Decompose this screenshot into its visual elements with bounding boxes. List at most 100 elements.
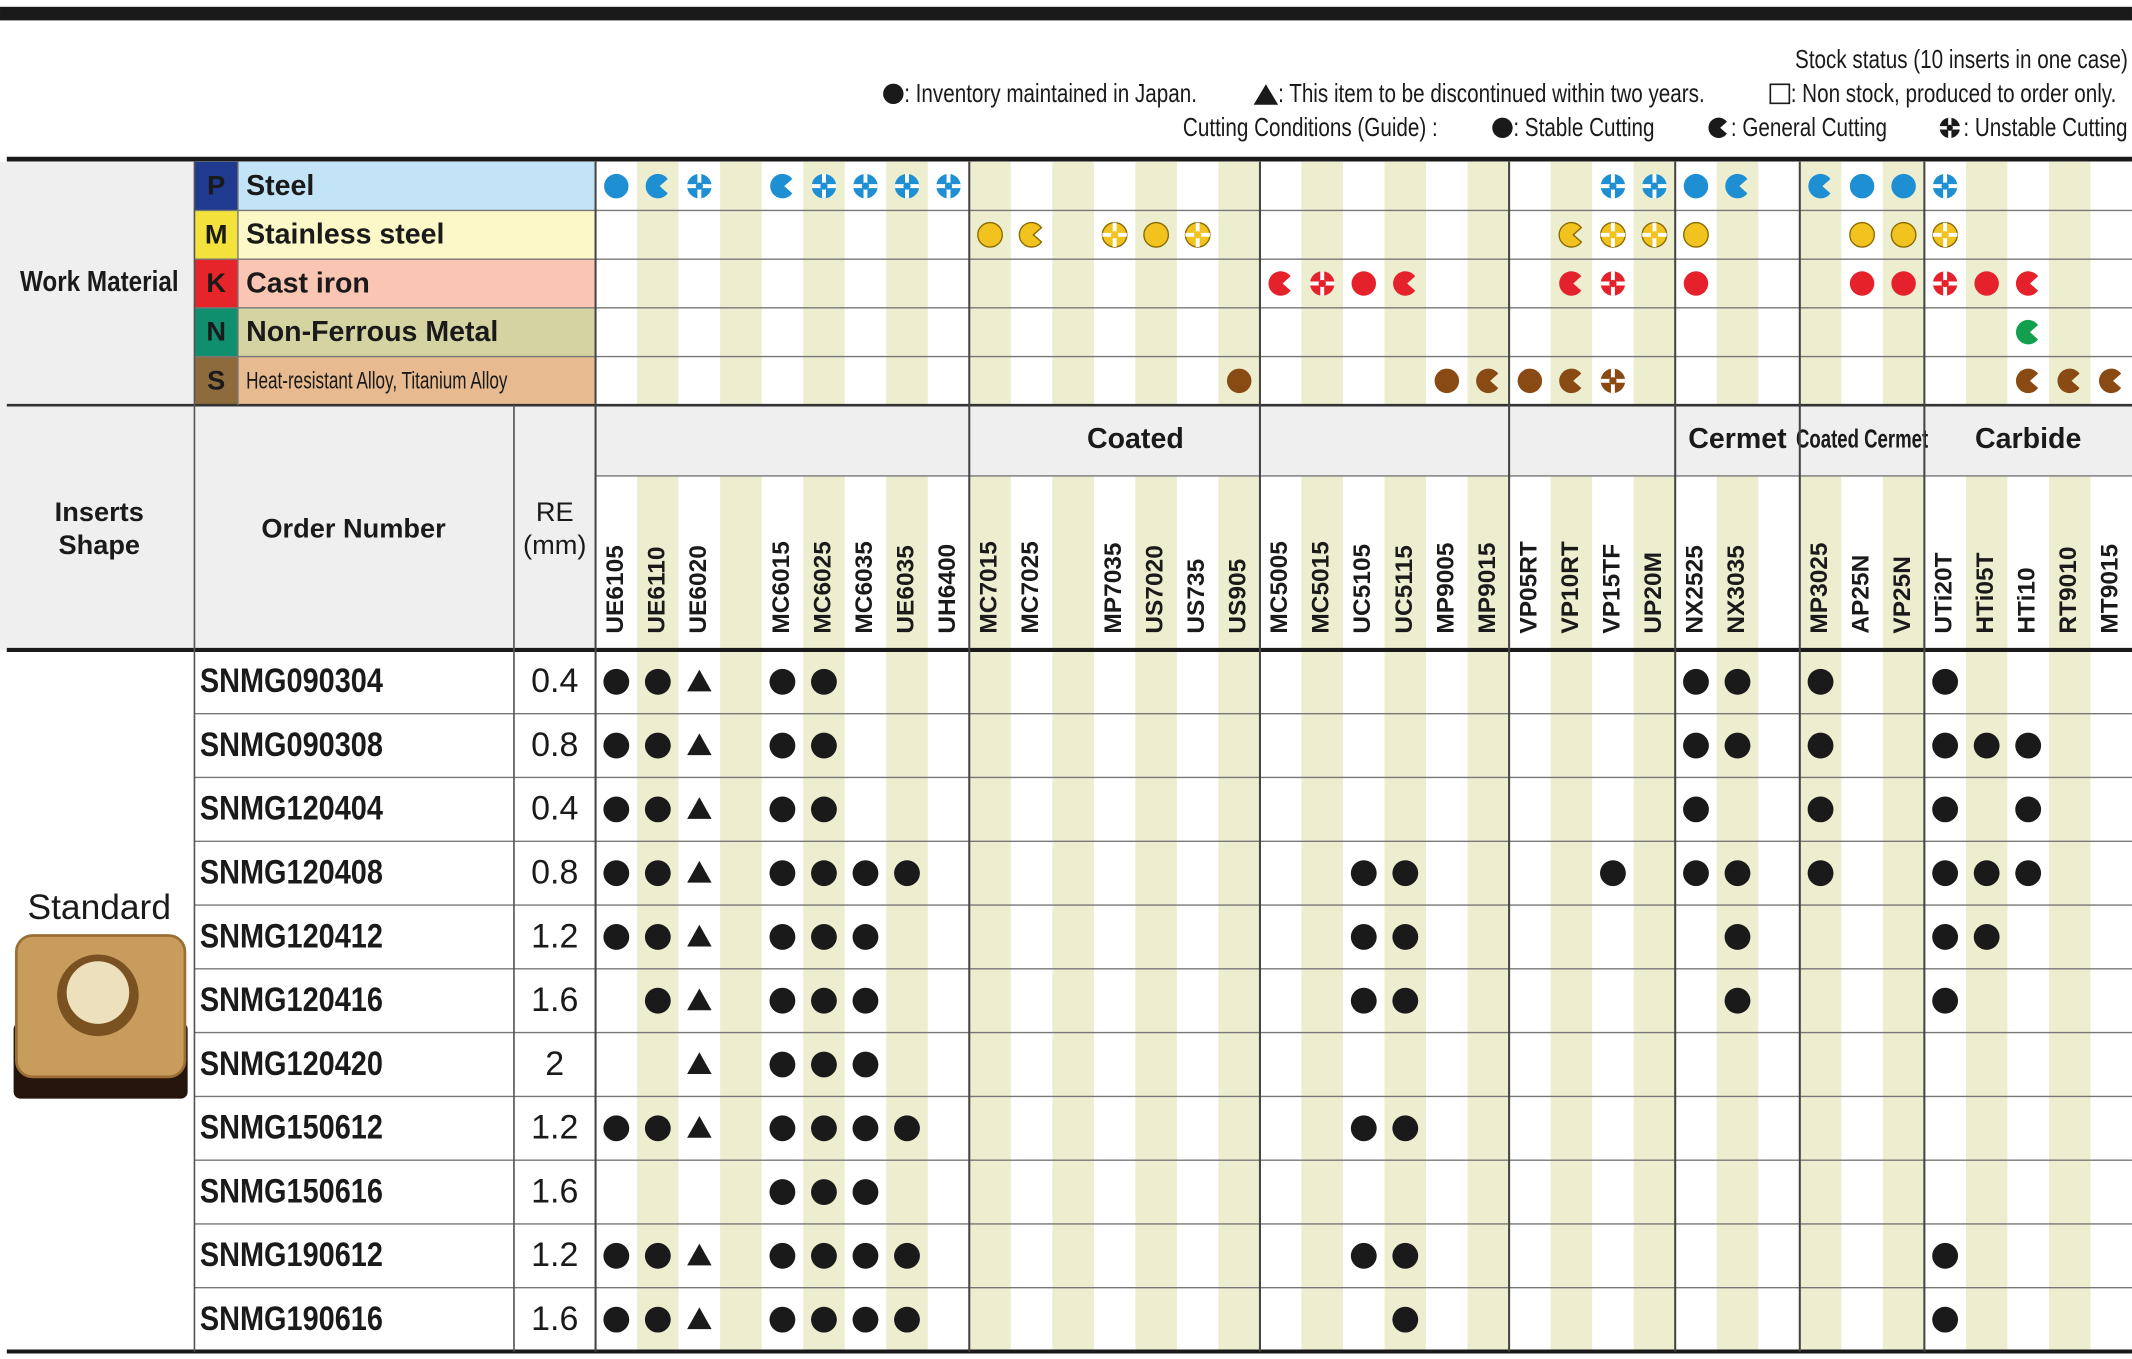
stable-icon — [1517, 368, 1543, 394]
unstable-core — [861, 182, 870, 190]
inventory-mark — [769, 796, 796, 823]
material-letter: P — [207, 170, 225, 201]
legend-inventory-icon — [883, 83, 904, 105]
general-icon — [2015, 368, 2039, 394]
column-shade — [1301, 475, 1344, 1352]
material-name: Stainless steel — [246, 219, 444, 251]
inventory-mark — [1807, 732, 1834, 759]
re-value: 1.6 — [531, 1172, 578, 1210]
material-name: Non-Ferrous Metal — [246, 316, 498, 348]
inventory-mark — [811, 1051, 837, 1078]
inventory-mark — [1807, 796, 1834, 823]
column-shade — [1218, 475, 1260, 1352]
order-number-group: SNMG150616 — [200, 1171, 383, 1210]
column-shade — [886, 161, 928, 406]
grade-name: US735 — [1183, 559, 1210, 634]
inventory-mark — [769, 1179, 796, 1205]
unstable-core — [1609, 279, 1617, 288]
material-name-bg — [237, 307, 596, 357]
inventory-mark — [1350, 987, 1377, 1014]
grade-name: UE6110 — [643, 547, 670, 634]
material-name-group: Steel — [246, 170, 314, 202]
column-shade — [637, 161, 679, 406]
column-shade — [886, 475, 928, 1352]
inventory-mark — [603, 1306, 630, 1333]
condition-unstable — [1310, 271, 1335, 296]
inventory-mark — [769, 732, 796, 759]
inventory-mark — [644, 732, 671, 759]
discontinued-mark — [687, 1116, 712, 1138]
unstable-core — [1946, 124, 1953, 131]
order-number: SNMG090304 — [200, 661, 383, 700]
column-shade — [1135, 161, 1177, 406]
condition-general — [1476, 368, 1499, 394]
condition-stable — [1517, 368, 1543, 394]
condition-stable — [1849, 221, 1875, 248]
column-shade — [803, 475, 845, 1352]
condition-unstable — [1600, 173, 1626, 199]
inventory-mark — [852, 924, 879, 950]
inventory-mark — [603, 924, 630, 950]
inventory-mark — [1683, 796, 1709, 823]
inventory-mark — [603, 1242, 630, 1269]
discontinued-mark — [687, 924, 712, 947]
legend-general: : General Cutting — [1731, 113, 1887, 142]
condition-unstable — [811, 173, 837, 199]
legend-general-group: : General Cutting — [1731, 113, 1887, 142]
inventory-mark — [1932, 1306, 1959, 1333]
grade-name: UC5115 — [1391, 545, 1418, 633]
order-number: SNMG120408 — [200, 852, 383, 891]
condition-stable — [1890, 221, 1917, 248]
unstable-core — [1609, 231, 1617, 239]
inventory-mark — [1392, 1115, 1419, 1142]
inventory-mark — [894, 1306, 920, 1333]
inventory-mark — [811, 732, 837, 759]
column-shade — [1716, 161, 1759, 406]
legend-inventory-group: : Inventory maintained in Japan. — [904, 79, 1197, 108]
general-icon — [1018, 221, 1043, 248]
inventory-mark — [644, 987, 671, 1014]
header-bg — [0, 405, 596, 650]
inventory-mark — [644, 1115, 671, 1142]
work-material-label-group: Work Material — [20, 265, 179, 297]
condition-general — [2057, 368, 2080, 394]
inventory-mark — [811, 668, 837, 695]
general-icon — [1476, 368, 1499, 394]
re-value: 0.4 — [531, 662, 578, 700]
condition-unstable — [1101, 221, 1128, 248]
legend-stock-title-group: Stock status (10 inserts in one case) — [1795, 45, 2128, 74]
stable-icon — [1891, 271, 1916, 296]
stable-icon — [604, 173, 629, 199]
legend-stable: : Stable Cutting — [1513, 113, 1654, 142]
legend-discontinued-group: : This item to be discontinued within tw… — [1278, 79, 1705, 108]
order-number-group: SNMG090308 — [200, 725, 383, 764]
inventory-mark — [852, 1306, 879, 1333]
material-name-group: Non-Ferrous Metal — [246, 316, 498, 348]
condition-general — [2098, 368, 2122, 394]
left-bg — [0, 161, 195, 406]
stable-icon — [1683, 221, 1709, 248]
order-number: SNMG090308 — [200, 725, 383, 764]
re-value: 0.4 — [531, 790, 578, 828]
condition-stable — [1492, 117, 1513, 139]
inventory-mark — [644, 924, 671, 950]
group-name: Cermet — [1688, 423, 1787, 455]
order-number: SNMG150612 — [200, 1107, 383, 1146]
unstable-core — [695, 182, 704, 190]
insert-image — [13, 934, 188, 1099]
column-shade — [1882, 475, 1925, 1352]
order-number-group: SNMG120408 — [200, 852, 383, 891]
condition-general — [1018, 221, 1043, 248]
grade-name: MC6015 — [768, 541, 795, 634]
grade-name: MP3025 — [1806, 542, 1833, 633]
re-value: 2 — [545, 1045, 564, 1083]
condition-stable — [1683, 271, 1709, 296]
condition-unstable — [1600, 368, 1626, 394]
group-name: Carbide — [1975, 423, 2081, 455]
general-icon — [2057, 368, 2080, 394]
inventory-mark — [811, 796, 837, 823]
grade-name: MP9015 — [1474, 542, 1501, 633]
inventory-mark — [852, 1242, 879, 1269]
condition-general — [1559, 271, 1582, 296]
stable-icon — [1492, 117, 1513, 139]
